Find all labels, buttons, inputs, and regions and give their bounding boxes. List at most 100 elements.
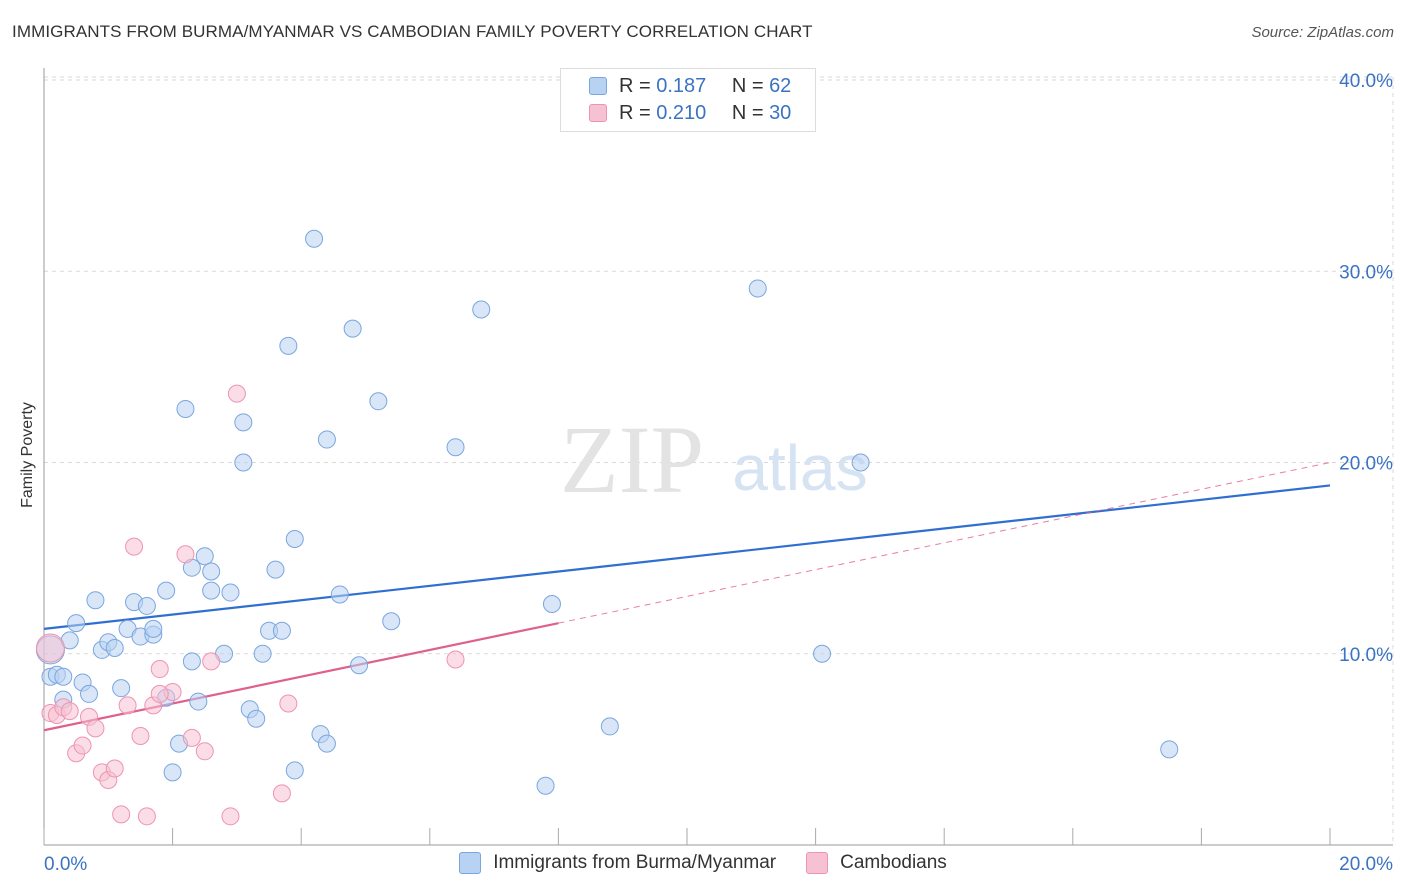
- legend-row-blue: R = 0.187 N = 62: [589, 73, 791, 99]
- point-burma: [234, 413, 253, 432]
- point-burma: [851, 453, 870, 472]
- point-cambodians: [221, 807, 240, 826]
- legend-r-value: 0.210: [656, 101, 707, 124]
- legend-n-label: N =: [731, 101, 764, 124]
- point-burma: [137, 596, 156, 615]
- point-cambodians: [125, 537, 144, 556]
- bottom-legend-label: Immigrants from Burma/Myanmar: [493, 852, 777, 873]
- point-burma: [266, 560, 285, 579]
- point-burma: [54, 667, 73, 686]
- point-burma: [279, 336, 298, 355]
- tick-labels: 10.0% 20.0% 30.0% 40.0% 0.0% 20.0%: [44, 71, 1393, 875]
- point-burma: [330, 585, 349, 604]
- point-cambodians: [35, 633, 65, 663]
- legend-row-pink: R = 0.210 N = 30: [589, 100, 791, 126]
- y-tick-label: 40.0%: [1339, 71, 1393, 92]
- y-tick-label: 20.0%: [1339, 454, 1393, 475]
- point-burma: [176, 399, 195, 418]
- point-burma: [182, 652, 201, 671]
- point-burma: [536, 776, 555, 795]
- legend-n-value: 30: [769, 101, 792, 124]
- point-cambodians: [73, 736, 92, 755]
- point-cambodians: [150, 684, 169, 703]
- bottom-legend-item-cambodians: Cambodians: [806, 852, 947, 874]
- trendline-burma: [43, 484, 1331, 630]
- bottom-legend-label: Cambodians: [840, 852, 947, 873]
- point-burma: [272, 621, 291, 640]
- point-cambodians: [150, 660, 169, 679]
- point-burma: [86, 591, 105, 610]
- point-cambodians: [131, 726, 150, 745]
- legend-r-label: R =: [619, 74, 651, 97]
- point-burma: [317, 734, 336, 753]
- point-burma: [600, 717, 619, 736]
- point-burma: [195, 547, 214, 566]
- point-cambodians: [176, 545, 195, 564]
- point-cambodians: [86, 719, 105, 738]
- point-burma: [285, 761, 304, 780]
- data-points: [35, 229, 1179, 826]
- point-burma: [163, 763, 182, 782]
- point-burma: [157, 581, 176, 600]
- point-burma: [202, 581, 221, 600]
- point-burma: [350, 656, 369, 675]
- point-cambodians: [272, 784, 291, 803]
- point-cambodians: [227, 384, 246, 403]
- legend-swatch-blue: [589, 77, 607, 95]
- point-burma: [813, 644, 832, 663]
- point-cambodians: [137, 807, 156, 826]
- point-burma: [472, 300, 491, 319]
- source-label: Source: ZipAtlas.com: [1251, 24, 1394, 41]
- point-cambodians: [105, 759, 124, 778]
- point-cambodians: [195, 742, 214, 761]
- trendline-cambodians: [43, 622, 559, 732]
- point-burma: [446, 438, 465, 457]
- bottom-legend-swatch-blue: [459, 852, 482, 874]
- y-axis-label: Family Poverty: [19, 402, 36, 508]
- point-burma: [202, 562, 221, 581]
- point-cambodians: [112, 805, 131, 824]
- point-cambodians: [446, 650, 465, 669]
- point-burma: [382, 612, 401, 631]
- chart-title: IMMIGRANTS FROM BURMA/MYANMAR VS CAMBODI…: [12, 22, 813, 41]
- point-burma: [305, 229, 324, 248]
- point-cambodians: [118, 696, 137, 715]
- point-burma: [189, 692, 208, 711]
- bottom-legend-swatch-pink: [806, 852, 829, 874]
- legend-n-label: N =: [731, 74, 764, 97]
- point-burma: [112, 679, 131, 698]
- point-cambodians: [60, 702, 79, 721]
- point-burma: [234, 453, 253, 472]
- watermark-zip: ZIP: [560, 406, 704, 513]
- point-burma: [542, 595, 561, 614]
- y-tick-label: 30.0%: [1339, 262, 1393, 283]
- point-burma: [369, 392, 388, 411]
- point-burma: [253, 644, 272, 663]
- point-burma: [67, 614, 86, 633]
- watermark: ZIP atlas: [560, 406, 868, 513]
- point-cambodians: [182, 728, 201, 747]
- point-burma: [343, 319, 362, 338]
- point-burma: [221, 583, 240, 602]
- legend-swatch-pink: [589, 104, 607, 122]
- point-burma: [317, 430, 336, 449]
- point-cambodians: [202, 652, 221, 671]
- x-tick-label: 20.0%: [1339, 854, 1393, 875]
- point-burma: [247, 709, 266, 728]
- point-burma: [748, 279, 767, 298]
- point-burma: [105, 639, 124, 658]
- x-tick-label: 0.0%: [44, 854, 87, 875]
- legend-r-value: 0.187: [656, 74, 707, 97]
- y-tick-label: 10.0%: [1339, 645, 1393, 666]
- point-cambodians: [279, 694, 298, 713]
- point-burma: [1160, 740, 1179, 759]
- watermark-atlas: atlas: [732, 432, 867, 504]
- point-burma: [144, 619, 163, 638]
- legend-n-value: 62: [769, 74, 792, 97]
- point-burma: [285, 530, 304, 548]
- bottom-legend-item-burma: Immigrants from Burma/Myanmar: [459, 852, 776, 874]
- legend-r-label: R =: [619, 101, 651, 124]
- point-burma: [80, 684, 99, 703]
- bottom-legend: Immigrants from Burma/Myanmar Cambodians: [0, 852, 1406, 874]
